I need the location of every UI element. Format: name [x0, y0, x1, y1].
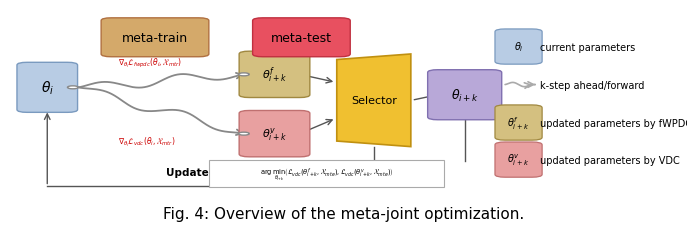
Text: $\theta_{i+k}$: $\theta_{i+k}$: [451, 87, 479, 103]
Text: Update: Update: [166, 167, 209, 177]
Polygon shape: [337, 55, 411, 147]
FancyBboxPatch shape: [495, 30, 542, 65]
FancyBboxPatch shape: [253, 19, 350, 57]
Circle shape: [238, 133, 249, 135]
Text: updated parameters by VDC: updated parameters by VDC: [540, 155, 680, 165]
Text: meta-train: meta-train: [122, 32, 188, 45]
FancyBboxPatch shape: [495, 106, 542, 140]
FancyBboxPatch shape: [239, 111, 310, 157]
Text: meta-test: meta-test: [271, 32, 332, 45]
FancyBboxPatch shape: [101, 19, 209, 57]
FancyBboxPatch shape: [427, 70, 502, 120]
Text: $\nabla_{\theta_i}\mathcal{L}_{vdc}(\theta_i, \mathcal{X}_{mtr})$: $\nabla_{\theta_i}\mathcal{L}_{vdc}(\the…: [118, 135, 176, 148]
Circle shape: [67, 86, 78, 89]
Text: $\theta_i$: $\theta_i$: [41, 79, 54, 97]
Text: k-step ahead/forward: k-step ahead/forward: [540, 80, 644, 90]
Text: $\nabla_{\theta_i}\mathcal{L}_{fwpdc}(\theta_i, \mathcal{X}_{mtr})$: $\nabla_{\theta_i}\mathcal{L}_{fwpdc}(\t…: [118, 56, 182, 70]
Text: Selector: Selector: [351, 96, 396, 106]
Text: $\theta^f_{i+k}$: $\theta^f_{i+k}$: [262, 65, 287, 85]
Text: $\arg\min_{\theta_{i+k}}\left(\mathcal{L}_{vdc}(\theta^f_{i+k}, \mathcal{X}_{mte: $\arg\min_{\theta_{i+k}}\left(\mathcal{L…: [260, 165, 394, 182]
FancyBboxPatch shape: [209, 160, 444, 188]
Text: $\theta_i$: $\theta_i$: [514, 40, 523, 54]
FancyBboxPatch shape: [495, 142, 542, 177]
FancyBboxPatch shape: [17, 63, 78, 113]
Circle shape: [238, 74, 249, 76]
Text: $\theta^v_{i+k}$: $\theta^v_{i+k}$: [262, 126, 287, 142]
Text: Fig. 4: Overview of the meta-joint optimization.: Fig. 4: Overview of the meta-joint optim…: [163, 206, 524, 221]
FancyBboxPatch shape: [239, 52, 310, 98]
Text: updated parameters by fWPDC: updated parameters by fWPDC: [540, 118, 687, 128]
Text: $\theta^v_{i+k}$: $\theta^v_{i+k}$: [508, 152, 530, 168]
Text: $\theta^f_{i+k}$: $\theta^f_{i+k}$: [508, 115, 530, 131]
Text: current parameters: current parameters: [540, 42, 635, 52]
